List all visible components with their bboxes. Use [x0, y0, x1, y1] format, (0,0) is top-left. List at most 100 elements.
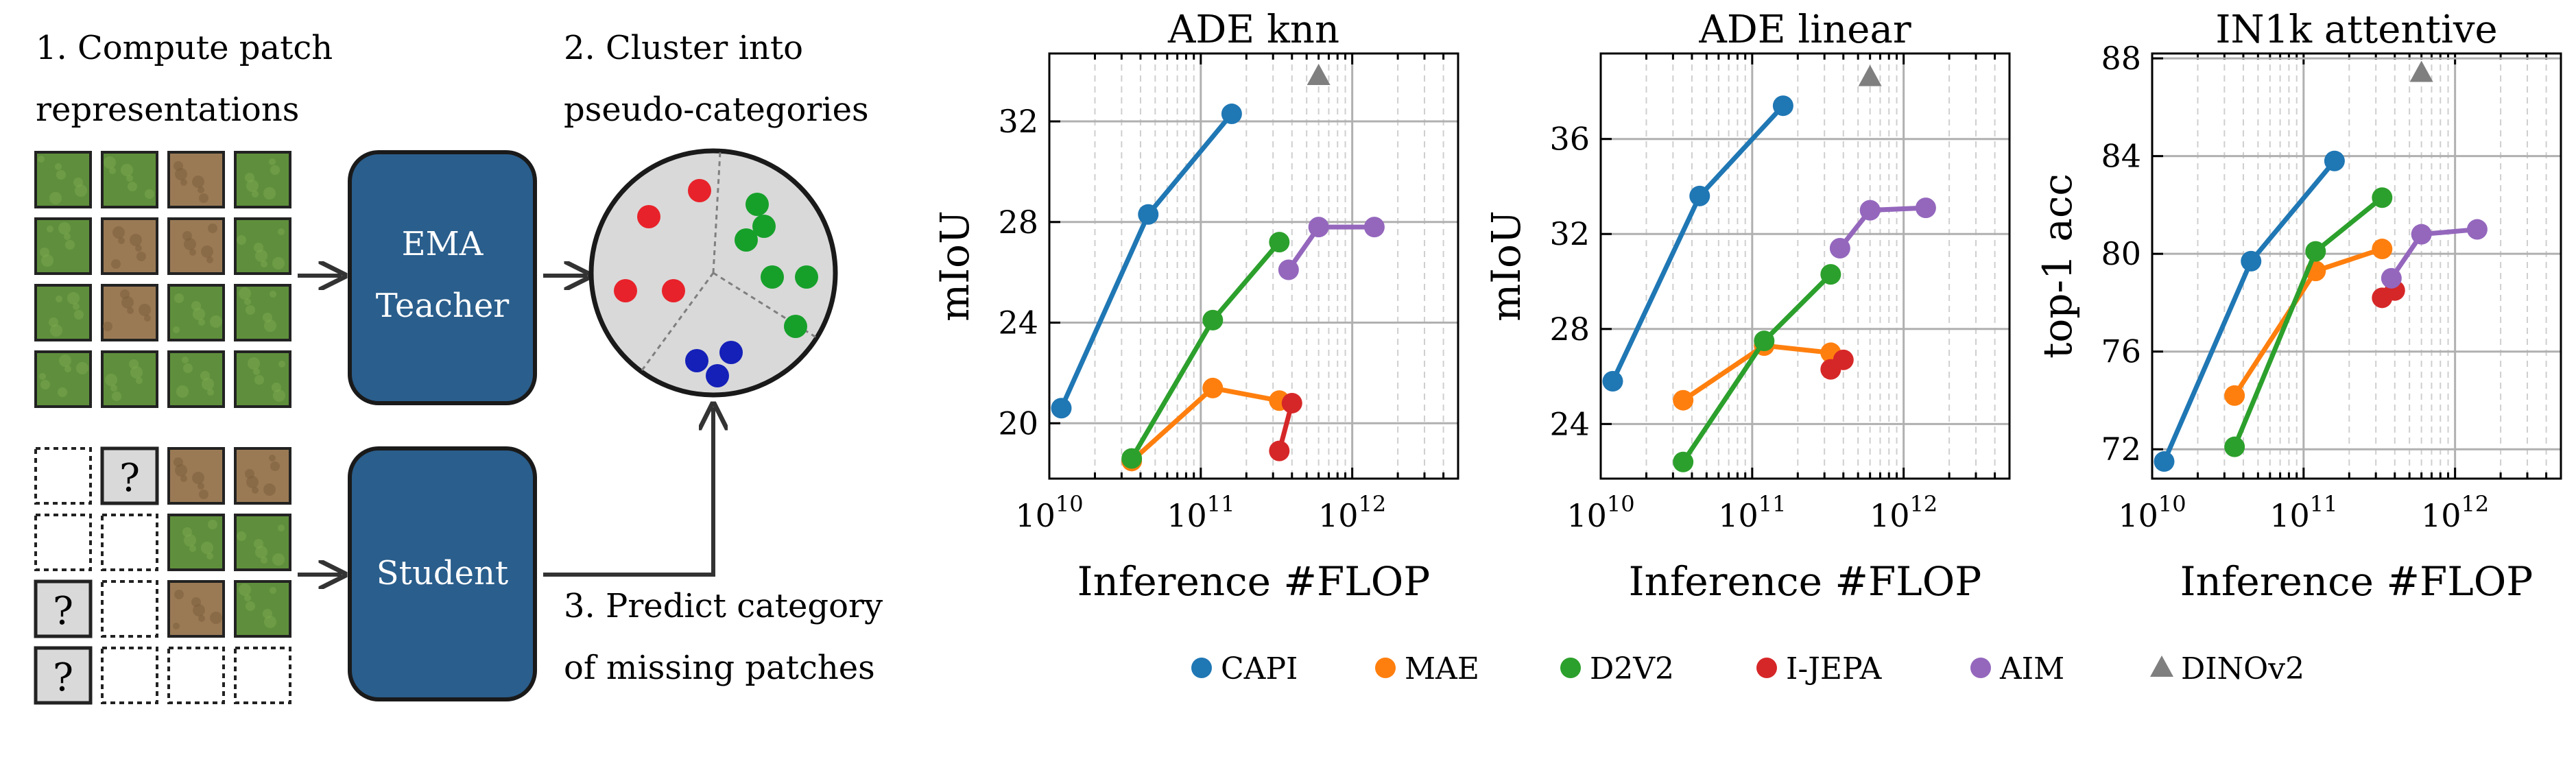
texture-dot — [47, 226, 53, 232]
line-d2v2 — [1130, 240, 1281, 460]
series-d2v2 — [1673, 264, 1841, 472]
texture-dot — [201, 245, 213, 258]
texture-dot — [121, 296, 134, 309]
texture-dot — [269, 455, 276, 461]
texture-dot — [192, 176, 204, 188]
texture-dot — [200, 371, 210, 381]
texture-dot — [255, 250, 267, 262]
legend-item-d2v2: D2V2 — [1560, 651, 1674, 686]
legend-marker — [1560, 658, 1581, 678]
texture-dot — [252, 191, 259, 197]
texture-dot — [210, 612, 222, 624]
texture-dot — [127, 307, 134, 314]
texture-dot — [263, 483, 276, 496]
line-capi — [1059, 112, 1234, 409]
point-dinov2 — [1307, 64, 1331, 86]
teacher-grass-patch — [234, 151, 291, 208]
point-d2v2 — [2305, 241, 2326, 262]
texture-dot — [246, 601, 255, 611]
x-axis-label: Inference #FLOP — [1077, 558, 1431, 605]
line-aim — [1838, 205, 1927, 250]
texture-dot — [198, 187, 204, 193]
point-i-jepa — [1833, 349, 1854, 370]
point-capi — [1772, 95, 1793, 117]
texture-dot — [198, 615, 205, 622]
point-capi — [1221, 104, 1242, 125]
texture-dot — [39, 373, 46, 380]
student-label: Student — [377, 554, 508, 592]
x-tick-label: 1010 — [2118, 491, 2186, 534]
point-mae — [1202, 377, 1224, 398]
legend-label: MAE — [1405, 651, 1479, 686]
student-grass-patch — [234, 580, 291, 638]
texture-dot — [121, 164, 133, 176]
method-diagram: 1. Compute patch representations 2. Clus… — [34, 29, 883, 705]
point-aim — [1859, 200, 1881, 221]
point-dinov2 — [1858, 64, 1882, 86]
texture-dot — [246, 305, 255, 315]
x-tick-label: 1010 — [1015, 491, 1083, 534]
point-d2v2 — [1269, 232, 1290, 253]
plot-frame — [1599, 52, 2011, 480]
texture-dot — [180, 179, 187, 186]
texture-dot — [255, 546, 267, 558]
texture-dot — [237, 531, 246, 541]
chart-title: IN1k attentive — [2215, 8, 2497, 52]
texture-dot — [128, 182, 137, 191]
texture-dot — [56, 296, 62, 302]
step3-label-line2: of missing patches — [564, 649, 875, 687]
point-mae — [2372, 239, 2393, 260]
texture-dot — [145, 189, 154, 199]
point-dinov2 — [2409, 60, 2433, 82]
student-masked-patch — [101, 580, 158, 638]
texture-dot — [176, 385, 189, 398]
point-capi — [2154, 451, 2175, 472]
texture-dot — [191, 597, 201, 607]
series-d2v2 — [1121, 232, 1290, 469]
series-d2v2 — [2224, 187, 2393, 457]
texture-dot — [173, 326, 180, 333]
texture-dot — [254, 375, 264, 385]
texture-dot — [263, 187, 276, 200]
texture-dot — [182, 527, 192, 537]
point-capi — [2241, 250, 2262, 272]
texture-dot — [272, 553, 285, 566]
texture-dot — [272, 383, 281, 392]
legend: CAPI MAE D2V2 I-JEPA AIM DINOv2 — [1191, 651, 2304, 686]
step1-label-line1: 1. Compute patch — [36, 29, 333, 67]
texture-dot — [270, 587, 276, 594]
point-aim — [1829, 238, 1850, 259]
texture-dot — [75, 184, 87, 197]
x-axis-label: Inference #FLOP — [1629, 558, 1982, 605]
cluster-point — [685, 349, 708, 372]
teacher-label-line1: EMA — [402, 225, 484, 263]
texture-dot — [193, 604, 205, 616]
texture-dot — [174, 590, 184, 599]
legend-marker — [1375, 658, 1396, 678]
teacher-grass-patch — [34, 350, 92, 408]
texture-dot — [139, 304, 151, 316]
series-dinov2 — [1307, 64, 1331, 86]
point-d2v2 — [1754, 331, 1775, 352]
texture-dot — [254, 243, 263, 252]
texture-dot — [198, 319, 205, 326]
cluster-point — [795, 265, 818, 289]
point-aim — [2381, 267, 2402, 289]
texture-dot — [174, 293, 184, 303]
texture-dot — [76, 362, 88, 374]
cluster-point — [735, 228, 758, 252]
point-capi — [2324, 150, 2345, 171]
student-query-patch — [100, 446, 159, 505]
legend-item-capi: CAPI — [1191, 651, 1298, 686]
texture-dot — [206, 256, 213, 263]
texture-dot — [193, 308, 205, 320]
y-tick-label: 28 — [998, 204, 1038, 241]
texture-dot — [180, 475, 187, 482]
series-i-jepa — [1269, 392, 1302, 461]
y-tick-label: 80 — [2101, 235, 2141, 272]
point-aim — [1308, 217, 1329, 238]
y-tick-label: 32 — [1549, 215, 1590, 252]
texture-dot — [64, 365, 71, 372]
legend-item-i-jepa: I-JEPA — [1756, 651, 1883, 686]
point-d2v2 — [1820, 264, 1841, 285]
